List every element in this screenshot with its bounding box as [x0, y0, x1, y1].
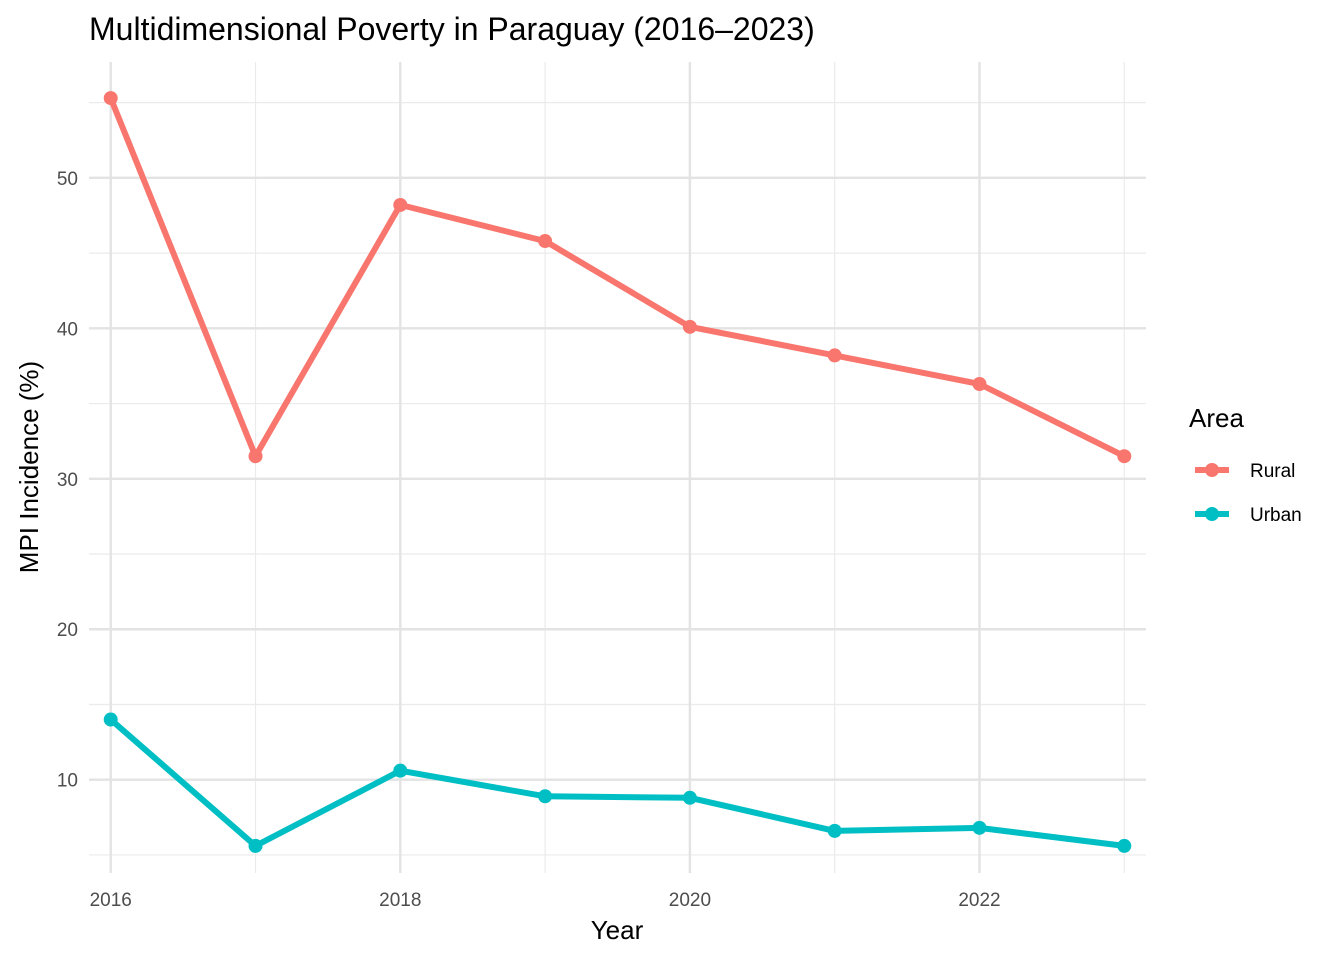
y-axis-title: MPI Incidence (%): [14, 361, 44, 573]
x-axis-title: Year: [591, 915, 644, 945]
series-line-rural: [107, 96, 1126, 460]
series-layer: [103, 91, 1132, 853]
y-tick-label: 50: [57, 169, 78, 190]
data-point-urban: [972, 820, 987, 835]
x-axis-ticks: 2016 2018 2020 2022: [90, 890, 1001, 911]
legend-label-rural: Rural: [1250, 461, 1295, 482]
chart-title: Multidimensional Poverty in Paraguay (20…: [89, 11, 815, 47]
y-tick-label: 40: [57, 319, 78, 340]
data-point-rural: [827, 348, 842, 363]
legend-label-urban: Urban: [1250, 505, 1302, 526]
data-point-rural: [538, 234, 553, 249]
series-line-urban: [108, 717, 1125, 849]
data-point-rural: [972, 376, 987, 391]
data-point-rural: [393, 197, 408, 212]
legend-key-point-rural: [1205, 463, 1219, 477]
legend: Area Rural Urban: [1189, 403, 1302, 526]
grid-lines: [89, 62, 1146, 873]
data-point-urban: [538, 789, 553, 804]
data-point-rural: [682, 319, 697, 334]
y-tick-label: 20: [57, 620, 78, 641]
x-tick-label: 2022: [958, 890, 1000, 911]
legend-title: Area: [1189, 403, 1244, 433]
x-tick-label: 2018: [379, 890, 421, 911]
x-tick-label: 2020: [669, 890, 711, 911]
data-point-rural: [248, 449, 263, 464]
legend-key-point-urban: [1205, 507, 1219, 521]
data-point-urban: [1117, 838, 1132, 853]
data-point-urban: [393, 763, 408, 778]
y-tick-label: 10: [57, 771, 78, 792]
data-point-urban: [103, 712, 118, 727]
y-axis-ticks: 10 20 30 40 50: [57, 169, 78, 792]
data-point-urban: [827, 823, 842, 838]
data-point-urban: [682, 790, 697, 805]
data-point-rural: [1117, 449, 1132, 464]
x-tick-label: 2016: [90, 890, 132, 911]
data-point-rural: [103, 91, 118, 106]
y-tick-label: 30: [57, 470, 78, 491]
data-point-urban: [248, 838, 263, 853]
